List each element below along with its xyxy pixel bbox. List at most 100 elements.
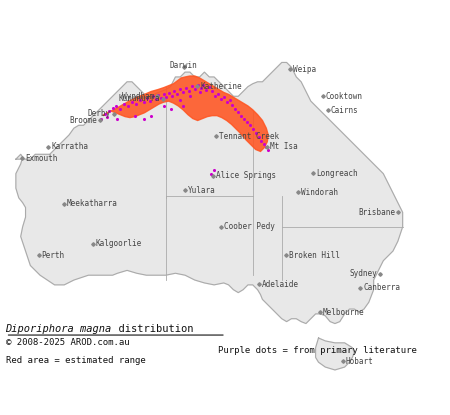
Text: Exmouth: Exmouth	[25, 154, 57, 163]
Point	[160, 91, 167, 98]
Point	[196, 89, 203, 96]
Point	[214, 91, 221, 98]
Point	[114, 115, 121, 122]
Point	[238, 112, 245, 119]
Point	[211, 166, 218, 173]
Point	[147, 98, 154, 105]
Point	[212, 93, 219, 100]
Text: Sydney: Sydney	[350, 269, 378, 278]
Point	[240, 115, 248, 122]
Point	[136, 97, 143, 103]
Text: Hobart: Hobart	[346, 356, 374, 366]
Point	[140, 99, 147, 105]
Point	[180, 89, 187, 96]
Point	[154, 92, 162, 99]
Point	[125, 103, 132, 109]
Point	[174, 91, 181, 98]
Point	[180, 103, 187, 109]
Text: Karratha: Karratha	[51, 142, 88, 151]
Point	[191, 85, 198, 92]
Point	[171, 87, 178, 94]
Point	[226, 97, 233, 103]
Point	[232, 105, 239, 112]
Point	[188, 82, 195, 89]
Point	[208, 88, 216, 95]
Point	[177, 85, 184, 92]
Point	[246, 122, 253, 129]
Point	[121, 101, 128, 107]
Text: Derby: Derby	[88, 109, 111, 118]
Text: Kununurra: Kununurra	[119, 95, 160, 103]
Point	[131, 112, 139, 119]
Point	[252, 130, 259, 137]
Point	[177, 97, 184, 103]
Text: Perth: Perth	[41, 251, 65, 260]
Text: Brisbane: Brisbane	[358, 208, 395, 217]
Text: Broome: Broome	[70, 116, 97, 124]
Text: Meekatharra: Meekatharra	[67, 199, 118, 208]
Point	[101, 110, 108, 117]
Point	[167, 105, 174, 112]
Polygon shape	[103, 76, 268, 151]
Point	[153, 96, 160, 103]
Text: © 2008-2025 AROD.com.au: © 2008-2025 AROD.com.au	[5, 338, 129, 347]
Text: Kalgoorlie: Kalgoorlie	[96, 239, 142, 248]
Point	[144, 95, 151, 102]
Text: Wyndham: Wyndham	[122, 92, 154, 100]
Point	[220, 94, 227, 100]
Point	[203, 86, 210, 93]
Text: Alice Springs: Alice Springs	[216, 171, 276, 180]
Point	[185, 87, 193, 94]
Point	[206, 83, 213, 90]
Point	[255, 134, 262, 140]
Point	[229, 102, 236, 108]
Text: Red area = estimated range: Red area = estimated range	[5, 356, 145, 365]
Point	[168, 93, 175, 100]
Point	[234, 108, 242, 115]
Point	[158, 95, 165, 102]
Text: Windorah: Windorah	[301, 188, 338, 197]
Point	[194, 81, 201, 88]
Point	[160, 103, 167, 109]
Point	[105, 107, 112, 114]
Point	[103, 113, 110, 120]
Point	[109, 105, 116, 111]
Point	[249, 126, 256, 132]
Point	[165, 90, 172, 97]
Point	[113, 103, 120, 109]
Point	[132, 101, 140, 107]
Point	[258, 137, 265, 144]
Text: Adelaide: Adelaide	[261, 280, 298, 289]
Point	[217, 96, 225, 103]
Point	[149, 93, 157, 100]
Point	[197, 84, 204, 91]
Point	[223, 99, 230, 105]
Text: Weipa: Weipa	[293, 65, 316, 73]
Point	[186, 93, 194, 100]
Text: Katherine: Katherine	[200, 82, 242, 91]
Text: Tennant Creek: Tennant Creek	[219, 132, 279, 141]
Point	[162, 94, 169, 100]
Point	[128, 99, 135, 105]
Point	[243, 119, 251, 126]
Point	[263, 143, 270, 150]
Point	[261, 140, 268, 147]
Point	[141, 115, 148, 122]
Text: Canberra: Canberra	[363, 283, 400, 292]
Text: Diporiphora magna: Diporiphora magna	[5, 324, 112, 334]
Polygon shape	[16, 63, 403, 324]
Point	[97, 115, 104, 122]
Text: Cairns: Cairns	[331, 105, 359, 115]
Text: Mt Isa: Mt Isa	[270, 142, 298, 151]
Text: Longreach: Longreach	[316, 168, 358, 178]
Point	[200, 81, 207, 88]
Point	[117, 105, 124, 112]
Text: Purple dots = from primary literature: Purple dots = from primary literature	[218, 347, 416, 355]
Polygon shape	[315, 338, 354, 370]
Point	[207, 170, 215, 177]
Text: Darwin: Darwin	[170, 61, 198, 70]
Text: Broken Hill: Broken Hill	[289, 251, 340, 260]
Point	[265, 147, 272, 154]
Text: Melbourne: Melbourne	[323, 308, 364, 317]
Text: Coober Pedy: Coober Pedy	[224, 222, 275, 232]
